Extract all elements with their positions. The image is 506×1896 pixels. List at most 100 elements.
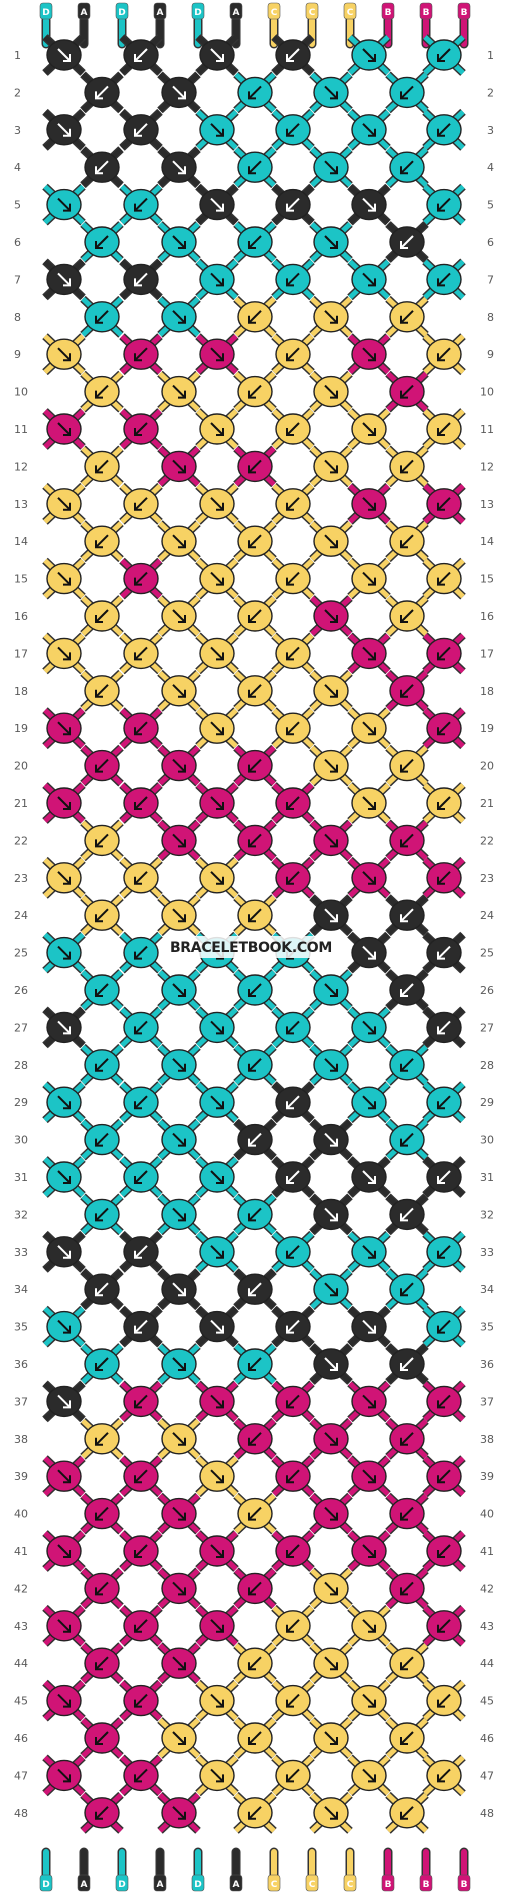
arrow-down-left-icon: [437, 497, 451, 511]
arrow-down-right-icon: [324, 1806, 338, 1820]
arrow-down-left-icon: [248, 459, 262, 474]
arrow-down-left-icon: [437, 1544, 451, 1558]
row-number-left: 17: [14, 647, 28, 660]
arrow-down-left-icon: [437, 1768, 451, 1783]
row-number-right: 22: [480, 834, 494, 847]
arrow-down-right-icon: [172, 609, 186, 623]
arrow-down-left-icon: [400, 1506, 414, 1521]
row-number-left: 34: [14, 1283, 28, 1296]
arrow-down-left-icon: [286, 347, 300, 362]
arrow-down-left-icon: [95, 1506, 109, 1521]
arrow-down-right-icon: [57, 1095, 71, 1110]
arrow-down-right-icon: [210, 197, 224, 212]
arrow-down-left-icon: [437, 347, 451, 362]
arrow-down-left-icon: [400, 684, 414, 698]
arrow-down-left-icon: [95, 1731, 109, 1745]
row-number-left: 20: [14, 760, 28, 773]
row-number-right: 6: [487, 236, 494, 249]
arrow-down-left-icon: [95, 85, 109, 100]
arrow-down-right-icon: [172, 310, 186, 324]
arrow-down-left-icon: [248, 1806, 262, 1820]
arrow-down-right-icon: [57, 272, 71, 287]
arrow-down-left-icon: [437, 1619, 451, 1633]
row-number-right: 30: [480, 1134, 494, 1147]
arrow-down-left-icon: [95, 534, 109, 549]
arrow-down-left-icon: [134, 1768, 148, 1783]
arrow-down-right-icon: [172, 534, 186, 549]
arrow-down-right-icon: [57, 1544, 71, 1558]
arrow-down-right-icon: [172, 1581, 186, 1596]
arrow-down-left-icon: [95, 758, 109, 773]
arrow-down-left-icon: [134, 871, 148, 885]
arrow-down-right-icon: [362, 721, 376, 736]
arrow-down-right-icon: [362, 1768, 376, 1783]
arrow-down-left-icon: [286, 796, 300, 810]
bottom-strand-tab: [305, 1874, 319, 1892]
arrow-down-left-icon: [134, 646, 148, 661]
arrow-down-left-icon: [286, 123, 300, 137]
arrow-down-right-icon: [57, 1394, 71, 1409]
arrow-down-left-icon: [400, 1806, 414, 1820]
arrow-down-left-icon: [437, 1020, 451, 1035]
arrow-down-left-icon: [437, 272, 451, 287]
arrow-down-left-icon: [437, 123, 451, 137]
arrow-down-right-icon: [210, 347, 224, 362]
arrow-down-right-icon: [57, 1170, 71, 1184]
arrow-down-left-icon: [286, 571, 300, 586]
arrow-down-left-icon: [400, 1282, 414, 1297]
arrow-down-right-icon: [324, 1731, 338, 1745]
arrow-down-left-icon: [248, 1357, 262, 1371]
arrow-down-left-icon: [134, 571, 148, 586]
arrow-down-right-icon: [362, 796, 376, 810]
arrow-down-right-icon: [172, 908, 186, 923]
arrow-down-left-icon: [286, 1394, 300, 1409]
row-number-right: 46: [480, 1732, 494, 1745]
arrow-down-left-icon: [134, 945, 148, 960]
arrow-down-left-icon: [400, 1656, 414, 1671]
arrow-down-left-icon: [134, 1319, 148, 1334]
arrow-down-left-icon: [134, 796, 148, 810]
bottom-strand-tab: [39, 1874, 53, 1892]
arrow-down-left-icon: [248, 758, 262, 773]
arrow-down-left-icon: [248, 908, 262, 923]
arrow-down-right-icon: [210, 1095, 224, 1110]
arrow-down-left-icon: [248, 534, 262, 549]
arrow-down-right-icon: [210, 721, 224, 736]
arrow-down-right-icon: [324, 833, 338, 848]
arrow-down-left-icon: [437, 48, 451, 62]
arrow-down-left-icon: [134, 1394, 148, 1409]
top-strand-tab: [457, 2, 471, 20]
arrow-down-right-icon: [172, 1806, 186, 1820]
top-strand-label: C: [271, 8, 278, 18]
arrow-down-right-icon: [57, 1319, 71, 1334]
row-number-left: 33: [14, 1246, 28, 1259]
arrow-down-right-icon: [362, 1469, 376, 1484]
top-strand-label: A: [81, 8, 88, 18]
arrow-down-left-icon: [248, 85, 262, 100]
arrow-down-left-icon: [248, 1656, 262, 1671]
row-number-left: 26: [14, 984, 28, 997]
arrow-down-left-icon: [437, 721, 451, 736]
arrow-down-left-icon: [400, 833, 414, 848]
top-strand-label: A: [233, 8, 240, 18]
arrow-down-left-icon: [95, 983, 109, 997]
arrow-down-right-icon: [324, 609, 338, 623]
row-number-left: 38: [14, 1433, 28, 1446]
row-number-right: 11: [480, 423, 494, 436]
row-number-left: 35: [14, 1321, 28, 1334]
row-number-left: 15: [14, 573, 28, 586]
arrow-down-left-icon: [400, 160, 414, 175]
row-number-left: 29: [14, 1096, 28, 1109]
arrow-down-left-icon: [134, 1245, 148, 1259]
row-number-right: 38: [480, 1433, 494, 1446]
row-number-right: 41: [480, 1545, 494, 1558]
arrow-down-left-icon: [248, 1506, 262, 1521]
top-strand-label: D: [42, 8, 49, 18]
row-number-right: 39: [480, 1470, 494, 1483]
row-number-left: 37: [14, 1395, 28, 1408]
arrow-down-left-icon: [400, 235, 414, 249]
bottom-strand-label: B: [423, 1880, 430, 1890]
bottom-strand-label: C: [347, 1880, 354, 1890]
